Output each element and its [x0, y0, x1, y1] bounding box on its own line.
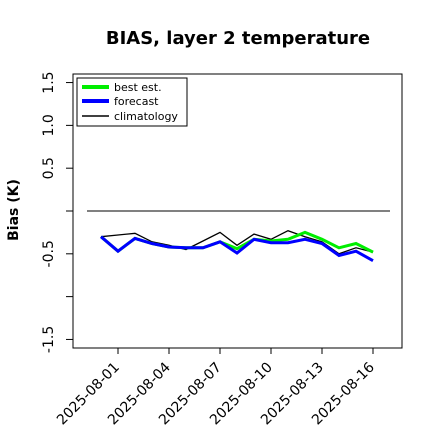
y-tick-label: 1.5: [41, 71, 57, 93]
y-tick-label: 1.0: [41, 114, 57, 136]
legend: best est. forecast climatology: [76, 77, 188, 127]
series-line-forecast: [100, 235, 374, 263]
legend-label-climatology: climatology: [114, 110, 178, 123]
y-axis-label: Bias (K): [6, 179, 22, 241]
y-tick-label: -0.5: [41, 240, 57, 267]
y-tick-label: 0.5: [41, 157, 57, 179]
series-lines: [100, 229, 374, 263]
x-axis: 2025-08-012025-08-042025-08-072025-08-10…: [54, 348, 378, 428]
y-axis: -1.5 -0.5 0.5 1.0 1.5: [41, 71, 73, 353]
legend-label-best-est: best est.: [114, 81, 162, 94]
chart-title: BIAS, layer 2 temperature: [106, 28, 370, 49]
y-tick-label: -1.5: [41, 326, 57, 353]
legend-label-forecast: forecast: [114, 95, 159, 108]
